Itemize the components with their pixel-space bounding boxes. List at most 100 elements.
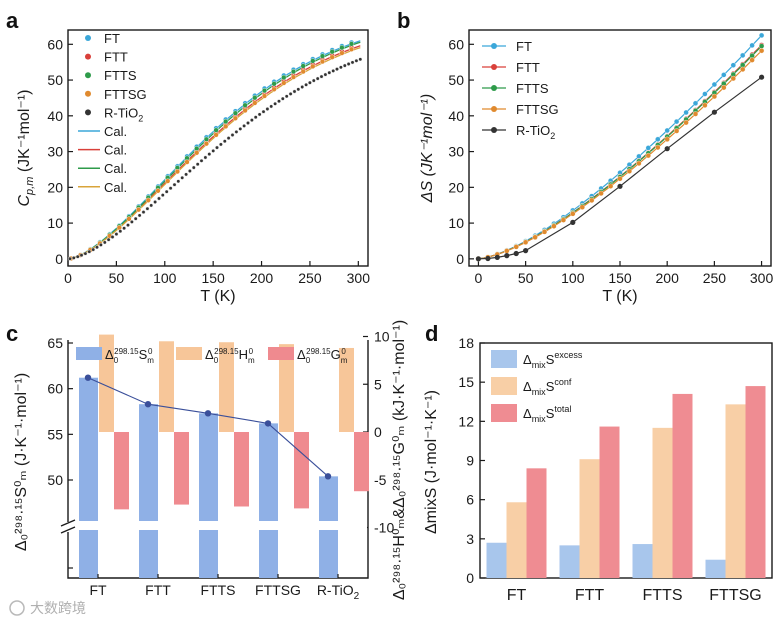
bar-ΔmixStotal [526,468,547,578]
x-tick-subscript: 2 [354,591,360,602]
x-tick-label: 250 [298,270,322,286]
bar-entropy [79,377,98,578]
data-point-FT [655,136,661,143]
legend-label: R-TiO2 [516,123,555,141]
data-point-FTTSG [319,58,326,65]
data-point-R-TiO2 [71,255,76,260]
x-tick-label: 50 [109,270,125,286]
data-point-R-TiO2 [164,189,169,194]
legend-label: FTT [516,60,540,75]
data-point-R-TiO2 [307,80,312,85]
data-point-FTTS [758,43,765,49]
data-point-R-TiO2 [238,126,243,131]
legend-subscript: 2 [138,113,143,123]
legend-sub: mix [532,387,546,397]
data-point-FTTSG [664,136,670,143]
data-point-FTTSG [223,123,229,130]
bar-ΔmixSconf [506,502,527,578]
data-point-R-TiO2 [257,112,262,117]
legend-sub2: m [248,356,255,365]
data-point-FT [758,32,765,39]
data-point-FTTSG [504,248,510,254]
data-point-R-TiO2 [172,182,177,187]
y-tick-label: 60 [448,36,464,52]
legend-label: FT [104,31,120,46]
data-point-FTTS [232,110,239,116]
y-tick-label-left: 55 [47,426,63,442]
legend-sub2: m [147,356,154,365]
data-point-R-TiO2 [222,139,227,144]
legend-sub: 0 [114,356,119,365]
data-point-FT [664,127,670,134]
data-point-R-TiO2 [95,245,99,250]
data-point-FT [749,42,755,49]
data-point-FTTSG [692,111,699,117]
data-point-R-TiO2 [187,169,192,173]
data-point-R-TiO2 [296,87,301,92]
data-point-FT [702,91,708,97]
legend-sup: 298.15 [214,347,239,356]
legend-main: H [239,347,248,362]
y-tick-label: 60 [47,36,63,52]
chart-a-ylabel-unit: (JK⁻¹mol⁻¹) [16,89,33,176]
data-point-R-TiO2 [249,118,254,123]
entropy-trend-point [84,374,92,381]
legend-marker [491,106,497,112]
bar-ΔmixSexcess [486,542,507,578]
data-point-R-TiO2 [218,142,223,147]
data-point-FTTSG [310,63,316,70]
data-point-R-TiO2 [110,235,115,239]
bar-entropy [199,413,218,578]
x-tick-label: 300 [347,270,371,286]
bar-entropy [139,404,158,578]
y-tick-label-right: 5 [374,376,382,392]
data-point-R-TiO2 [273,101,277,106]
data-point-R-TiO2 [711,109,718,115]
chart-d: 0 3 6 9 12 15 18 FT FTT FTTS FTTSG ΔmixSexcess Δmi… [423,335,773,604]
legend-marker [85,53,91,60]
data-point-R-TiO2 [504,253,510,259]
legend-sup: 298.15 [306,347,331,356]
data-point-R-TiO2 [338,65,343,70]
data-point-R-TiO2 [157,196,161,201]
data-point-FTTSG [551,223,557,229]
panel-label-b: b [397,8,410,33]
y-tick-label: 10 [47,215,63,231]
data-point-R-TiO2 [523,248,529,254]
legend-sup: total [554,404,571,414]
data-point-R-TiO2 [242,124,247,128]
y-tick-label: 0 [466,570,474,586]
chart-b: 0 50 100 150 200 250 300 0 10 20 30 40 50 60 FT FTT FTT… [419,29,774,305]
legend-marker [491,64,497,70]
legend-swatch [491,404,517,422]
x-tick-label: FTT [575,587,605,604]
watermark: 大数跨境 [9,600,86,617]
data-point-FTTS [261,87,268,94]
bar-ΔmixSconf [725,404,746,578]
data-point-R-TiO2 [261,109,266,114]
data-point-FT [692,100,699,107]
data-point-FTTSG [522,239,529,246]
data-point-R-TiO2 [234,129,239,134]
data-point-FTTSG [607,183,614,189]
data-point-R-TiO2 [617,183,623,189]
data-point-R-TiO2 [335,67,339,72]
chart-b-ylabel: ΔS (JK⁻¹mol⁻¹) [419,94,436,204]
data-point-FTTS [319,53,326,59]
legend-label: Cal. [104,180,127,195]
entropy-trend-point [264,420,272,427]
bar-gibbs [234,432,249,507]
legend-sup: excess [554,350,583,360]
data-point-R-TiO2 [191,165,196,170]
data-point-FTTSG [589,197,595,204]
bar-ΔmixSexcess [705,559,726,578]
chart-b-frame [468,29,772,267]
data-point-FTTSG [541,229,548,235]
y-tick-label: 0 [456,251,464,267]
x-tick-label: 300 [750,270,774,286]
legend-label: FTTSG [104,87,147,102]
chart-c-ylabel-left: Δ₀²⁹⁸·¹⁵S⁰ₘ (J·K⁻¹·mol⁻¹) [13,373,30,551]
y-tick-label: 3 [466,531,474,547]
data-point-R-TiO2 [246,121,250,125]
data-point-FTTS [223,118,229,125]
